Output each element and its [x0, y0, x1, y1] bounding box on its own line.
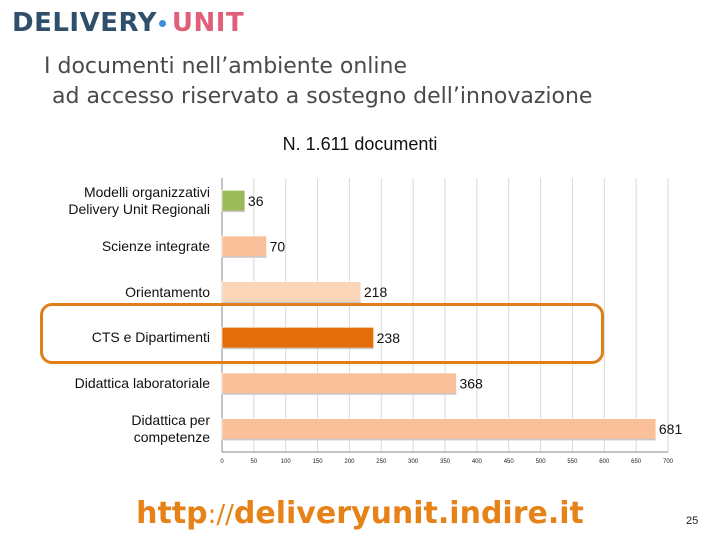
chart-x-ticks: 0 50 100 150 200 250 300 350 400 450 500 550 600 650 7…	[220, 459, 673, 465]
category-label-line: Didattica per	[131, 412, 210, 429]
slide-title-line-1: I documenti nell’ambiente online	[44, 54, 408, 79]
slide-title-line-2: ad accesso riservato a sostegno dell’inn…	[52, 84, 593, 109]
x-tick-label: 450	[504, 459, 515, 465]
x-tick-label: 700	[663, 459, 674, 465]
category-label: Orientamento	[125, 284, 210, 301]
category-label-line: Scienze integrate	[101, 238, 210, 254]
x-tick-label: 200	[344, 459, 355, 465]
url-domain: deliveryunit.indire.it	[233, 496, 584, 531]
x-tick-label: 250	[376, 459, 387, 465]
category-label-line: CTS e Dipartimenti	[91, 329, 210, 346]
delivery-unit-logo: DELIVERY UNIT	[12, 8, 244, 38]
bar	[221, 281, 362, 303]
chart-bars	[221, 190, 657, 441]
chart-value-labels: 36 70 218 238 368 681	[248, 193, 683, 437]
url-separator: ://	[207, 500, 234, 530]
data-label: 218	[364, 284, 388, 300]
data-label: 70	[270, 239, 286, 255]
category-label-line: Modelli organizzativi	[83, 183, 210, 200]
x-tick-label: 400	[472, 459, 483, 465]
x-tick-label: 0	[220, 459, 224, 465]
data-label: 36	[248, 193, 264, 209]
data-label: 238	[377, 330, 401, 346]
logo-word-delivery: DELIVERY	[12, 8, 157, 38]
x-tick-label: 100	[281, 459, 292, 465]
x-tick-label: 550	[567, 459, 578, 465]
x-tick-label: 500	[536, 459, 547, 465]
category-label-line: Delivery Unit Regionali	[68, 200, 210, 217]
highlight-frame	[40, 303, 604, 364]
data-label: 368	[459, 376, 483, 392]
page-number: 25	[686, 515, 699, 527]
url-protocol: http	[136, 496, 208, 531]
category-label-line: Didattica laboratoriale	[74, 375, 210, 391]
category-label-line: competenze	[133, 429, 210, 446]
category-label-line: Orientamento	[125, 283, 210, 300]
x-tick-label: 150	[313, 459, 324, 465]
category-label: Didattica laboratoriale	[75, 375, 210, 392]
category-label: Modelli organizzativi Delivery Unit Regio…	[68, 184, 210, 218]
chart-grid	[221, 178, 669, 453]
bar	[221, 418, 657, 440]
logo-word-unit: UNIT	[171, 8, 245, 38]
chart-title: N. 1.611 documenti	[282, 134, 438, 154]
category-label: Didattica per competenze	[131, 412, 210, 446]
logo-dot	[158, 20, 166, 27]
x-tick-label: 650	[631, 459, 642, 465]
x-tick-label: 50	[251, 459, 258, 465]
bar	[221, 190, 246, 212]
x-tick-label: 600	[599, 459, 610, 465]
slide-title: I documenti nell’ambiente online ad acce…	[44, 52, 592, 112]
bar	[221, 235, 267, 258]
category-label: CTS e Dipartimenti	[92, 329, 210, 346]
website-url[interactable]: http://deliveryunit.indire.it	[0, 496, 720, 531]
data-label: 681	[659, 421, 683, 437]
x-tick-label: 350	[440, 459, 451, 465]
x-tick-label: 300	[408, 459, 419, 465]
category-label: Scienze integrate	[102, 238, 210, 255]
bar	[221, 372, 457, 395]
